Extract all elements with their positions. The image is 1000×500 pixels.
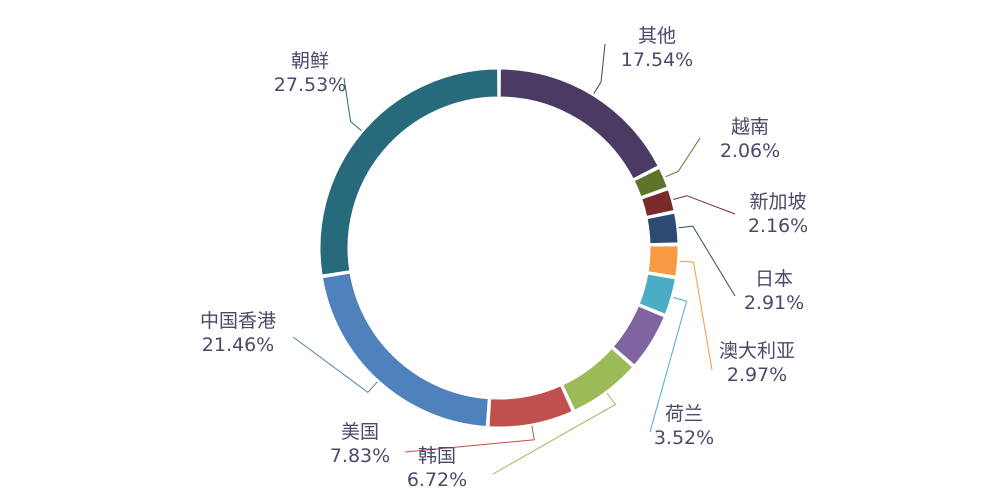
slice-新加坡 xyxy=(641,189,675,217)
slice-value-label: 3.52% xyxy=(654,427,714,449)
leader-line-韩国 xyxy=(492,392,617,475)
slice-荷兰 xyxy=(638,273,676,315)
leader-line-澳大利亚 xyxy=(679,260,713,371)
slice-value-label: 2.16% xyxy=(748,215,808,237)
leader-line-朝鲜 xyxy=(343,77,362,131)
slice-value-label: 2.97% xyxy=(727,364,787,386)
slice-value-label: 27.53% xyxy=(274,74,346,96)
slice-value-label: 17.54% xyxy=(621,49,693,71)
slice-中国香港 xyxy=(321,272,489,428)
slice-name-label: 新加坡 xyxy=(749,191,806,213)
donut-slices xyxy=(319,68,679,428)
slice-value-label: 6.72% xyxy=(407,469,467,491)
slice-value-label: 21.46% xyxy=(202,334,274,356)
slice-name-label: 中国香港 xyxy=(200,310,276,332)
slice-value-label: 2.91% xyxy=(744,292,804,314)
leader-line-中国香港 xyxy=(292,336,378,393)
slice-韩国 xyxy=(562,347,634,411)
slice-name-label: 荷兰 xyxy=(665,403,703,425)
slice-name-label: 韩国 xyxy=(418,445,456,467)
slice-澳大利亚 xyxy=(647,245,679,277)
slice-日本 xyxy=(646,212,679,245)
leader-line-荷兰 xyxy=(649,296,688,433)
slice-name-label: 其他 xyxy=(638,25,676,47)
leader-line-日本 xyxy=(678,225,736,297)
leader-line-越南 xyxy=(665,137,701,178)
slice-unlabeled-6 xyxy=(612,305,665,366)
slice-name-label: 美国 xyxy=(341,421,379,443)
leader-line-美国 xyxy=(404,425,535,453)
slice-value-label: 7.83% xyxy=(330,445,390,467)
slice-name-label: 越南 xyxy=(731,116,769,138)
leader-line-新加坡 xyxy=(673,195,736,215)
slice-name-label: 日本 xyxy=(755,268,793,290)
leader-lines xyxy=(292,43,736,475)
slice-朝鲜 xyxy=(319,68,499,276)
slice-其他 xyxy=(499,68,659,180)
leader-line-其他 xyxy=(593,43,606,95)
slice-name-label: 朝鲜 xyxy=(291,50,329,72)
slice-越南 xyxy=(633,167,668,198)
slice-name-label: 澳大利亚 xyxy=(719,340,795,362)
slice-美国 xyxy=(488,385,573,428)
slice-value-label: 2.06% xyxy=(720,140,780,162)
